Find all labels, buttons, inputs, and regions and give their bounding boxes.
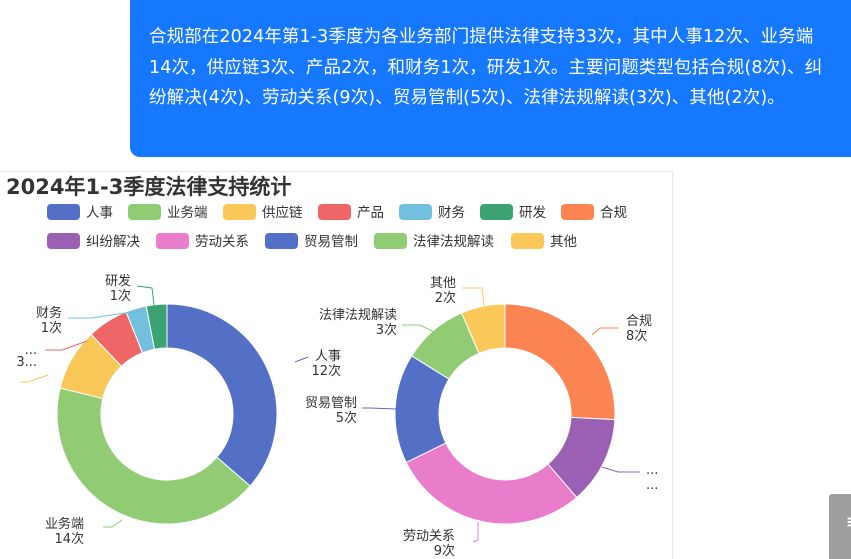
pie-slice[interactable] <box>166 303 278 487</box>
legend-swatch <box>480 204 513 220</box>
legend-item[interactable]: 供应链 <box>223 204 303 221</box>
pie-slice[interactable] <box>56 387 251 525</box>
chart-title: 2024年1-3季度法律支持统计 <box>6 175 292 199</box>
legend-label: 财务 <box>438 205 465 221</box>
slice-label: ... <box>646 463 658 478</box>
slice-value-label: 14次 <box>54 531 84 547</box>
legend-item[interactable]: 其他 <box>511 233 577 250</box>
pie-slice[interactable] <box>460 303 506 355</box>
legend-label: 产品 <box>357 205 384 221</box>
legend-item[interactable]: 劳动关系 <box>156 233 249 250</box>
label-leader-line <box>136 285 155 306</box>
legend-item[interactable]: 研发 <box>480 204 547 221</box>
side-panel-button[interactable]: ≡ <box>829 494 851 559</box>
label-leader-line <box>20 374 49 383</box>
slice-value-label: 5次 <box>336 410 357 426</box>
label-leader-line <box>462 287 485 307</box>
slice-label: 其他 <box>430 276 456 291</box>
label-leader-line <box>472 522 479 543</box>
slice-value-label: 1次 <box>110 288 131 304</box>
slice-value-label: 1次 <box>41 320 62 336</box>
legend-label: 合规 <box>600 205 627 221</box>
label-leader-line <box>45 340 88 351</box>
legend-item[interactable]: 财务 <box>399 204 465 221</box>
slice-label: 贸易管制 <box>305 396 357 411</box>
legend-swatch <box>318 204 351 220</box>
pie-slice[interactable] <box>145 303 168 350</box>
legend-item[interactable]: 贸易管制 <box>265 233 358 250</box>
legend-swatch <box>156 233 189 249</box>
legend-swatch <box>561 204 594 220</box>
legend-item[interactable]: 合规 <box>561 204 627 221</box>
legend-item[interactable]: 业务端 <box>128 204 208 221</box>
slice-value-label: 12次 <box>311 363 341 379</box>
legend-swatch <box>128 204 161 220</box>
slice-label: 业务端 <box>45 516 84 532</box>
slice-label: 人事 <box>315 349 341 364</box>
legend-item[interactable]: 人事 <box>47 204 113 221</box>
side-button-label: ≡ <box>846 512 851 531</box>
legend-label: 贸易管制 <box>304 234 358 250</box>
slice-value-label: 8次 <box>626 328 647 344</box>
label-leader-line <box>362 407 397 410</box>
legend-swatch <box>374 233 407 249</box>
legend-item[interactable]: 纠纷解决 <box>47 233 140 250</box>
slice-value-label: 3次 <box>376 322 397 338</box>
slice-label: 研发 <box>105 273 131 289</box>
legend-swatch <box>47 233 80 249</box>
slice-value-label: 2次 <box>435 290 456 306</box>
legend-label: 研发 <box>519 205 547 221</box>
legend-label: 劳动关系 <box>195 234 249 250</box>
legend-label: 其他 <box>550 234 577 250</box>
chat-message-bubble: 合规部在2024年第1-3季度为各业务部门提供法律支持33次，其中人事12次、业… <box>130 0 851 157</box>
legend-swatch <box>47 204 80 220</box>
slice-label: 劳动关系 <box>403 528 455 544</box>
slice-value-label: ... <box>646 478 658 493</box>
legend-swatch <box>265 233 298 249</box>
label-leader-line <box>294 356 309 363</box>
label-leader-line <box>402 324 435 333</box>
slice-label: ... <box>25 343 37 358</box>
legend-swatch <box>399 204 432 220</box>
slice-value-label: 9次 <box>434 543 455 559</box>
slice-value-label: 3... <box>16 355 37 370</box>
label-leader-line <box>68 311 132 319</box>
legend-label: 业务端 <box>167 205 208 221</box>
label-leader-line <box>103 519 123 528</box>
legend-label: 法律法规解读 <box>413 234 494 250</box>
pie-slice[interactable] <box>405 442 578 525</box>
slice-label: 法律法规解读 <box>319 308 397 323</box>
pie-slice[interactable] <box>504 303 616 421</box>
legend-item[interactable]: 产品 <box>318 204 384 221</box>
label-leader-line <box>591 327 618 336</box>
legend-label: 人事 <box>86 205 113 221</box>
legend-label: 纠纷解决 <box>86 234 140 250</box>
slice-label: 合规 <box>626 314 652 329</box>
legend-label: 供应链 <box>262 204 303 221</box>
label-leader-line <box>601 466 640 473</box>
legend-swatch <box>223 204 256 220</box>
slice-label: 财务 <box>36 305 62 321</box>
legend-swatch <box>511 233 544 249</box>
message-text: 合规部在2024年第1-3季度为各业务部门提供法律支持33次，其中人事12次、业… <box>149 27 823 108</box>
legend-item[interactable]: 法律法规解读 <box>374 233 494 250</box>
